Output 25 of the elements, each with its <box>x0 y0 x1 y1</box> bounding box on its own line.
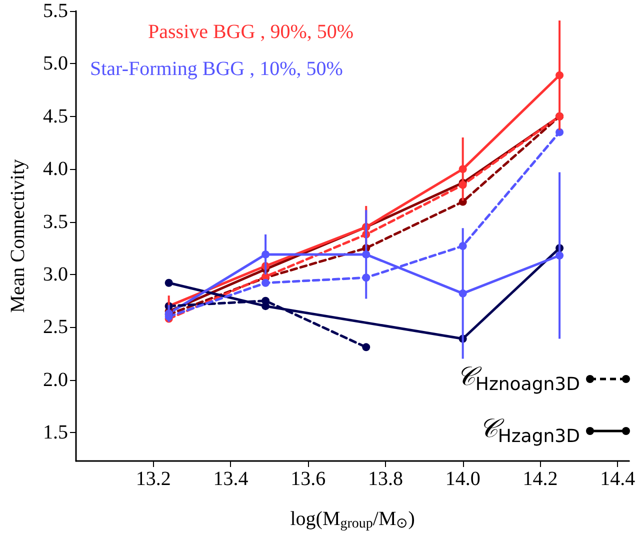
x-tick-label: 13.2 <box>136 468 171 490</box>
x-tick-label: 14.2 <box>522 468 558 490</box>
annotation: 𝒞$_{Hznoagn3D}$ <box>456 362 580 395</box>
y-tick-label: 3.5 <box>43 210 68 233</box>
x-tick-label: 13.4 <box>213 468 248 490</box>
y-tick-label: 3.0 <box>43 263 68 286</box>
point <box>556 128 564 136</box>
y-tick-label: 4.5 <box>43 105 68 128</box>
point <box>262 278 270 287</box>
x-tick-label: 13.6 <box>290 468 326 490</box>
x-tick-label: 14.0 <box>445 468 480 490</box>
y-axis-title: Mean Connectivity <box>7 159 29 313</box>
y-tick-label: 1.5 <box>43 422 68 444</box>
annotation: Passive BGG , 90%, 50% <box>148 21 354 43</box>
y-tick-label: 4.0 <box>43 158 68 180</box>
y-tick-label: 2.5 <box>43 316 68 338</box>
point <box>362 343 370 352</box>
x-tick-label: 13.8 <box>368 468 403 490</box>
x-tick-label: 14.4 <box>600 468 636 490</box>
annotation: Star-Forming BGG , 10%, 50% <box>90 58 343 80</box>
y-tick-label: 2.0 <box>43 368 68 391</box>
annotation: 𝒞$_{Hzagn3D}$ <box>478 414 580 447</box>
point <box>164 278 173 287</box>
y-tick-label: 5.5 <box>43 0 68 22</box>
y-tick-label: 5.0 <box>43 52 68 75</box>
